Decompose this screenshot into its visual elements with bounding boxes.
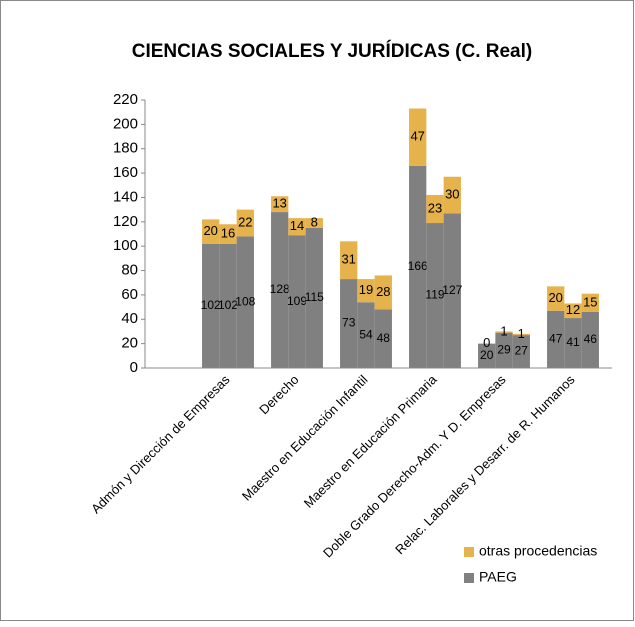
y-tick-label: 220	[113, 91, 138, 108]
legend-label: otras procedencias	[479, 543, 597, 559]
data-label: 27	[515, 344, 529, 358]
data-label: 108	[235, 294, 255, 308]
data-label: 16	[221, 225, 235, 240]
bar-segment	[219, 224, 237, 244]
data-label: 15	[583, 294, 597, 309]
bar-segment	[374, 275, 392, 310]
bar-segment	[581, 293, 599, 312]
bar-segment	[305, 218, 323, 228]
data-label: 1	[518, 326, 525, 341]
bar-segment	[495, 332, 513, 368]
data-label: 102	[218, 298, 238, 312]
bar-segment	[512, 335, 530, 368]
bar-segment	[357, 302, 375, 368]
data-label: 8	[311, 214, 318, 229]
bar-segment	[288, 235, 306, 368]
data-label: 30	[445, 186, 459, 201]
bar-segment	[236, 209, 254, 237]
data-label: 23	[428, 200, 442, 215]
bar-segment	[409, 165, 427, 368]
data-label: 109	[287, 294, 307, 308]
data-label: 47	[549, 332, 563, 346]
legend-label: PAEG	[479, 569, 517, 585]
y-tick-label: 100	[113, 237, 138, 254]
bar-segment	[271, 196, 289, 213]
data-label: 20	[548, 290, 562, 305]
bar-segment	[547, 310, 565, 368]
bar-segment	[357, 279, 375, 303]
y-tick-label: 40	[121, 310, 138, 327]
chart-title: CIENCIAS SOCIALES Y JURÍDICAS (C. Real)	[132, 40, 532, 62]
data-label: 12	[566, 302, 580, 317]
bar-segment	[581, 311, 599, 368]
y-tick-label: 180	[113, 140, 138, 157]
bar-segment	[512, 333, 530, 336]
y-tick-label: 200	[113, 115, 138, 132]
data-label: 128	[270, 282, 290, 296]
data-label: 22	[238, 214, 252, 229]
data-label: 73	[342, 316, 356, 330]
bar-segment	[202, 219, 220, 244]
bar-segment	[202, 243, 220, 368]
data-label: 46	[584, 332, 598, 346]
data-label: 166	[408, 259, 428, 273]
data-label: 19	[359, 282, 373, 297]
data-label: 127	[442, 283, 462, 297]
y-tick-label: 80	[121, 262, 138, 279]
data-label: 13	[272, 196, 286, 211]
data-label: 28	[376, 284, 390, 299]
y-tick-label: 160	[113, 164, 138, 181]
y-tick-label: 0	[130, 359, 138, 376]
bar-segment	[547, 286, 565, 311]
data-label: 14	[290, 218, 304, 233]
bar-segment	[426, 223, 444, 368]
bar-segment	[478, 343, 496, 368]
bar-segment	[236, 236, 254, 368]
data-label: 1	[500, 324, 507, 339]
data-label: 102	[201, 298, 221, 312]
y-tick-label: 140	[113, 188, 138, 205]
data-label: 47	[410, 129, 424, 144]
bar-segment	[443, 213, 461, 368]
data-label: 20	[480, 348, 494, 362]
data-label: 54	[359, 327, 373, 341]
bar-segment	[271, 212, 289, 368]
data-label: 0	[483, 335, 490, 350]
data-label: 20	[203, 223, 217, 238]
bar-segment	[564, 303, 582, 319]
bar-segment	[409, 108, 427, 166]
bar-segment	[219, 243, 237, 368]
data-label: 115	[305, 290, 324, 304]
legend-swatch	[464, 547, 474, 557]
y-tick-label: 120	[113, 213, 138, 230]
data-label: 48	[377, 331, 391, 345]
bar-segment	[426, 195, 444, 224]
bar-segment	[305, 227, 323, 368]
data-label: 119	[425, 288, 444, 302]
bar-segment	[374, 309, 392, 368]
bar-segment	[443, 176, 461, 214]
legend-swatch	[464, 573, 474, 583]
bar-segment	[495, 331, 513, 333]
data-label: 31	[341, 252, 355, 267]
bar-segment	[288, 218, 306, 236]
bar-segment	[340, 241, 358, 280]
bar-segment	[340, 279, 358, 368]
bar-segment	[564, 318, 582, 368]
data-label: 41	[566, 335, 580, 349]
y-tick-label: 20	[121, 335, 138, 352]
y-tick-label: 60	[121, 286, 138, 303]
data-label: 29	[497, 343, 511, 357]
